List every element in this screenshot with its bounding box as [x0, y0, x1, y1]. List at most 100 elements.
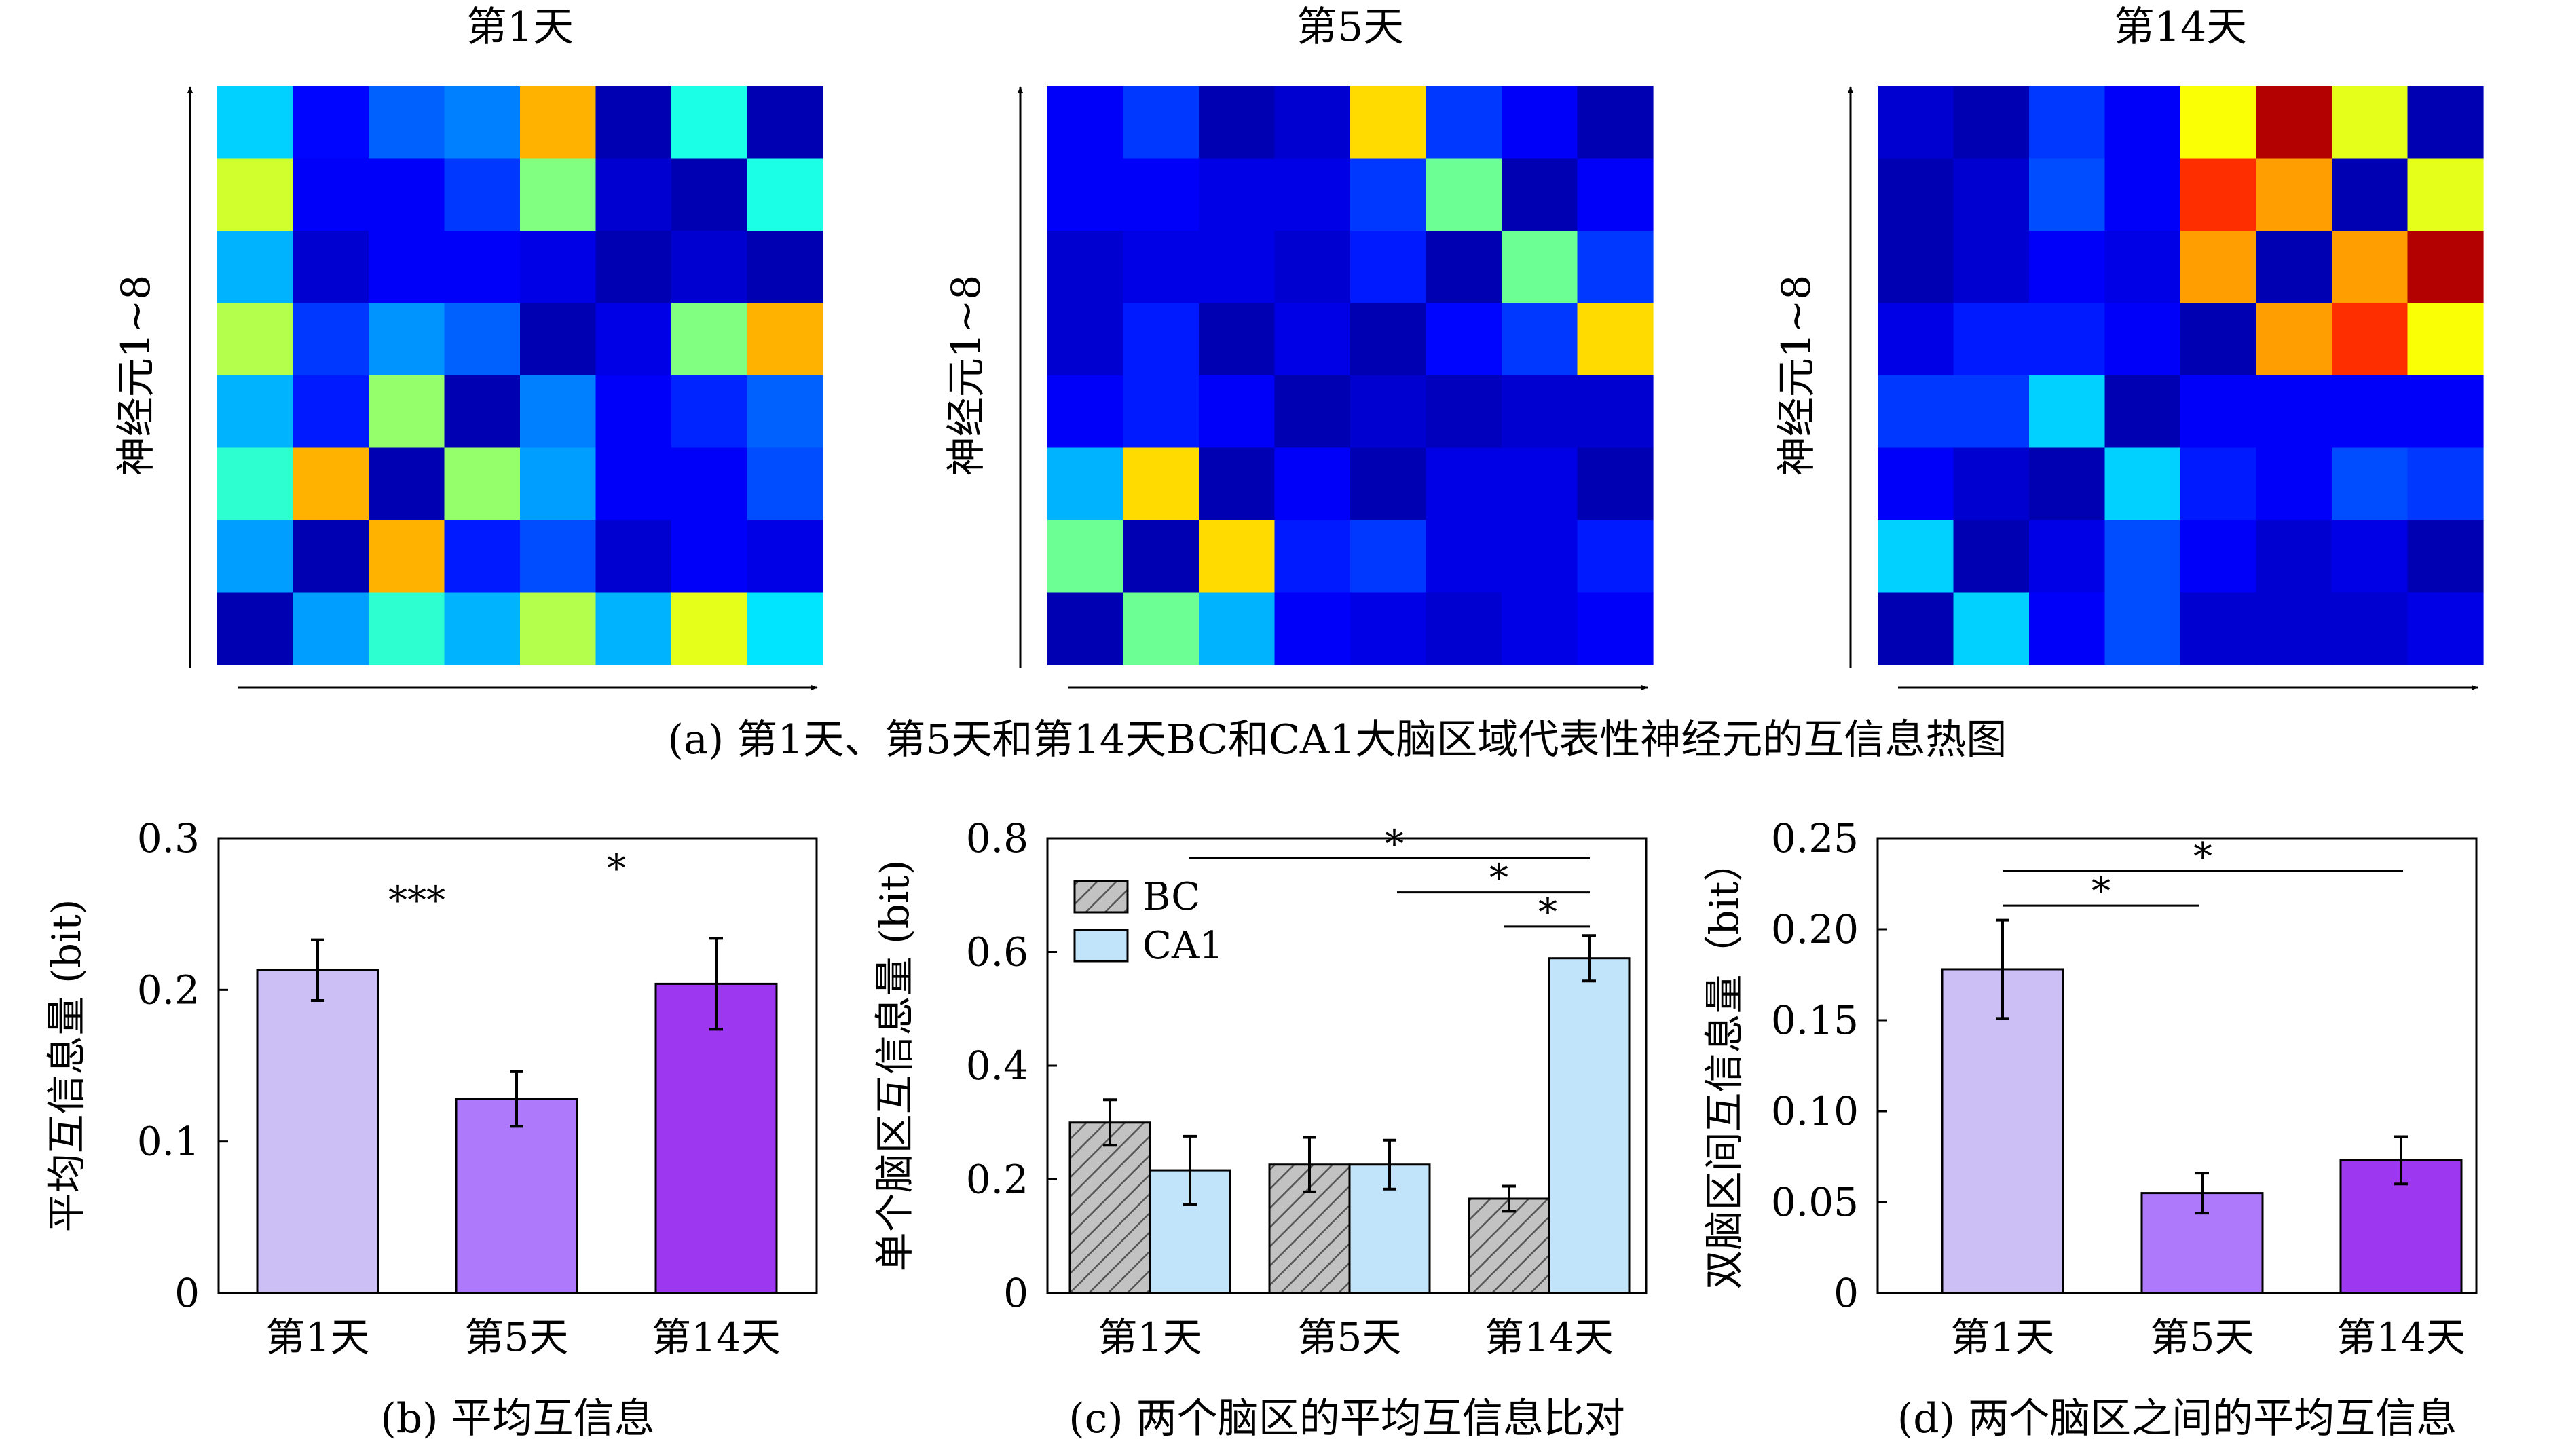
heatmap-cell [1577, 447, 1654, 521]
heatmap-cell [1274, 303, 1351, 376]
y-tick-label: 0.25 [1771, 815, 1859, 861]
heatmap-cell [2407, 231, 2484, 304]
heatmap-cell [671, 592, 748, 665]
heatmap-cell [369, 375, 445, 449]
heatmap-cell [2332, 86, 2409, 160]
heatmap-cell [217, 447, 294, 521]
heatmap-cell [1502, 303, 1578, 376]
heatmap-cell [2180, 447, 2257, 521]
legend-swatch [1073, 880, 1129, 914]
bar-ca1 [1548, 957, 1631, 1294]
heatmap-cell [444, 592, 521, 665]
heatmap-cell [2256, 303, 2332, 376]
y-axis-label: 神经元1~8 [113, 275, 159, 476]
heatmap-cell [1123, 592, 1200, 665]
heatmap-cell [217, 375, 294, 449]
heatmap-cell [595, 303, 672, 376]
heatmap-cell [2256, 158, 2332, 231]
heatmap-cell [217, 520, 294, 593]
heatmap-cell [293, 375, 369, 449]
heatmap-cell [520, 447, 597, 521]
heatmap-cell [1577, 520, 1654, 593]
x-tick-label: 第5天 [1298, 1314, 1402, 1360]
heatmap-cell [2332, 158, 2409, 231]
heatmap-cell [1274, 592, 1351, 665]
heatmap-cell [2407, 447, 2484, 521]
heatmap-cell [444, 375, 521, 449]
heatmap-cell [2256, 592, 2332, 665]
y-tick-label: 0.1 [137, 1119, 200, 1165]
heatmap-cell [520, 520, 597, 593]
heatmap-cell [2407, 375, 2484, 449]
heatmap-cell [2029, 86, 2106, 160]
heatmap-cell [1123, 86, 1200, 160]
heatmap-cell [1350, 592, 1427, 665]
bar-bc [1068, 1121, 1151, 1294]
heatmap-cell [2407, 158, 2484, 231]
heatmap-cell [369, 86, 445, 160]
heatmap-cell [1047, 592, 1124, 665]
heatmap-cell [1123, 520, 1200, 593]
legend-label: CA1 [1142, 924, 1223, 968]
y-axis-label: 单个脑区互信息量 (bit) [872, 860, 918, 1272]
heatmap-cell [520, 303, 597, 376]
x-tick-label: 第14天 [1485, 1314, 1614, 1360]
heatmap-cell [2407, 86, 2484, 160]
heatmap-cell [2180, 592, 2257, 665]
heatmap-cell [1426, 592, 1502, 665]
heatmap-cell [1047, 158, 1124, 231]
heatmap-cell [444, 86, 521, 160]
heatmap-cell [1047, 86, 1124, 160]
heatmap-cell [2180, 520, 2257, 593]
heatmap-cell [520, 231, 597, 304]
heatmap-cell [2332, 592, 2409, 665]
heatmap-cell [444, 303, 521, 376]
heatmap-cell [293, 158, 369, 231]
x-tick-label: 第5天 [2151, 1314, 2254, 1360]
heatmap-cell [1350, 375, 1427, 449]
heatmap-cell [747, 231, 823, 304]
heatmap-cell [1199, 447, 1276, 521]
heatmap-cell [520, 375, 597, 449]
heatmap-cell [369, 303, 445, 376]
heatmap-cell [595, 447, 672, 521]
heatmap-cell [1274, 447, 1351, 521]
heatmap-cell [1878, 592, 1954, 665]
heatmap-cell [1199, 375, 1276, 449]
heatmap-cell [293, 303, 369, 376]
heatmap-cell [671, 375, 748, 449]
heatmap-cell [2407, 520, 2484, 593]
heatmap-cell [2180, 375, 2257, 449]
heatmap-cell [1426, 520, 1502, 593]
heatmap-cell [1953, 86, 2030, 160]
y-tick-label: 0 [1003, 1270, 1028, 1316]
heatmap-cell [1953, 520, 2030, 593]
legend-swatch [1073, 929, 1129, 963]
bar-chart-c: * * * BC CA1 0 0.2 0.4 0.6 0.8 单个脑区互信息量 (bit) 第1天 第5… [872, 815, 1648, 1442]
heatmap-cell [2104, 303, 2181, 376]
significance-marker: * [2091, 870, 2111, 914]
heatmap-cell [1577, 158, 1654, 231]
heatmap-cell [1274, 375, 1351, 449]
heatmap-title: 第5天 [1297, 3, 1404, 51]
panel-caption: (b) 平均互信息 [380, 1395, 654, 1442]
heatmap-cell [444, 231, 521, 304]
heatmap-cell [2104, 592, 2181, 665]
heatmap-title: 第1天 [466, 3, 574, 51]
x-tick-label: 第5天 [465, 1314, 569, 1360]
heatmap-cell [293, 86, 369, 160]
caption-panel-a: (a) 第1天、第5天和第14天BC和CA1大脑区域代表性神经元的互信息热图 [668, 716, 2007, 764]
heatmap-cell [671, 520, 748, 593]
heatmap-cell [1047, 231, 1124, 304]
significance-marker: * [1489, 857, 1508, 901]
bar [455, 1098, 578, 1294]
heatmap-cell [1274, 158, 1351, 231]
heatmap-cell [1953, 303, 2030, 376]
heatmap-cell [671, 447, 748, 521]
heatmap-cell [293, 592, 369, 665]
heatmap-cell [369, 158, 445, 231]
heatmap-cell [217, 303, 294, 376]
